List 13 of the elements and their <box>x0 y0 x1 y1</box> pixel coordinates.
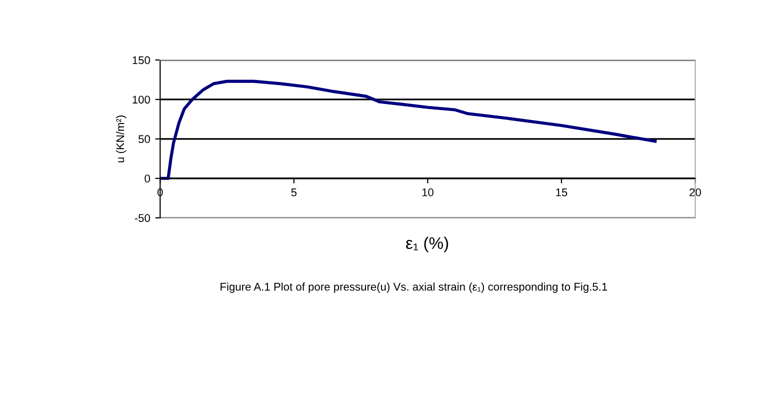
y-tick-label: 50 <box>138 135 150 144</box>
y-tick-label: 150 <box>132 56 150 64</box>
y-tick-label: 0 <box>144 174 150 183</box>
x-tick-label: 10 <box>422 188 434 196</box>
x-tick-label: 5 <box>291 188 297 196</box>
x-tick-label: 20 <box>690 188 701 196</box>
y-tick-label: -50 <box>134 214 150 222</box>
line-series <box>160 80 657 180</box>
x-tick-label: 15 <box>556 188 568 196</box>
text: Figure A.1 Plot of pore pressure(u) Vs. axial strain (ε₁) corresponding to Fig.5.1 <box>220 282 608 293</box>
y-axis-title: u (KN/m²) <box>116 116 126 162</box>
x-axis-title: ε₁ (%) <box>406 236 448 252</box>
y-tick-label: 100 <box>132 96 150 104</box>
